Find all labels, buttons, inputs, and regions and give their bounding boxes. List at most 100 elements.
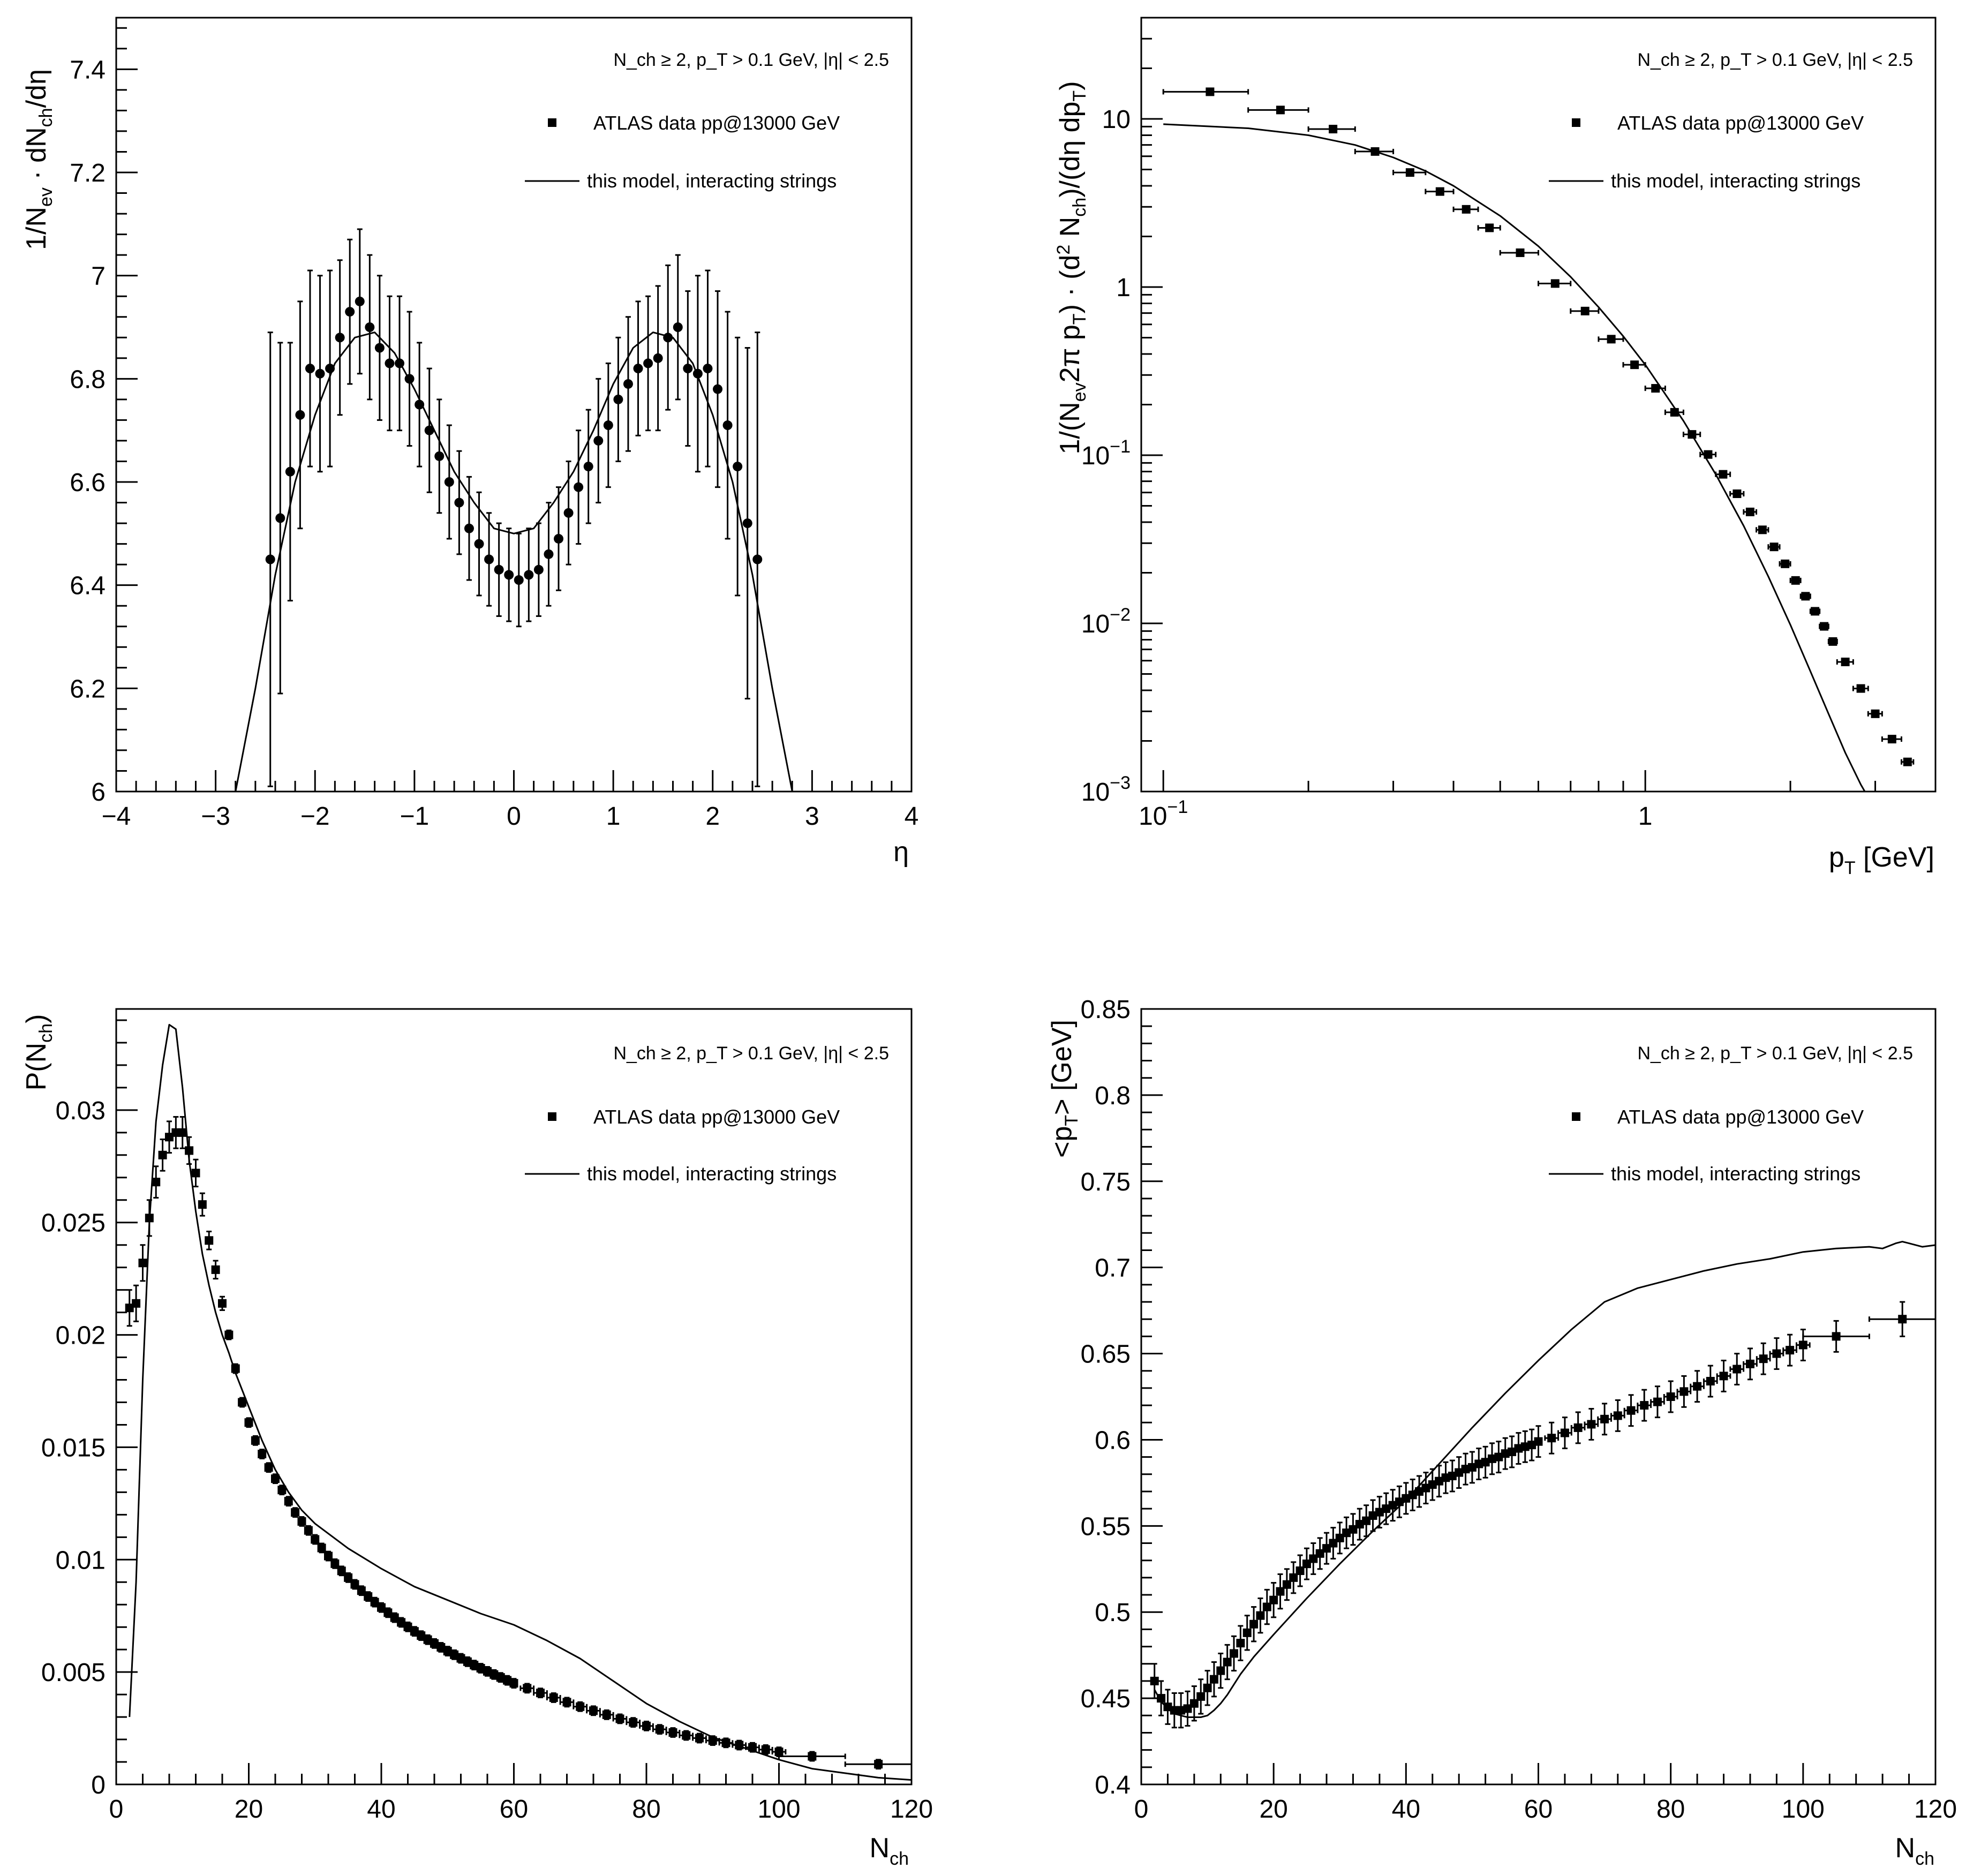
data-point [390,1613,399,1622]
x-tick-label: −3 [201,802,230,831]
data-point [285,466,295,477]
x-tick-label: 3 [805,802,819,831]
data-point [1441,1473,1450,1482]
data-point [633,364,643,374]
data-point [1887,735,1896,744]
data-point [456,1654,465,1663]
data-point [1315,1549,1324,1558]
data-point [1382,1504,1391,1513]
data-point [1547,1434,1556,1443]
data-point [410,1627,419,1636]
data-point [1527,1441,1536,1450]
data-point [1230,1649,1239,1658]
data-point [385,358,395,368]
data-point [682,1731,691,1740]
data-marks [1162,87,1915,792]
x-tick-label: 1 [606,802,621,831]
data-point [1733,1365,1742,1374]
data-point [483,1667,492,1676]
data-point [271,1474,280,1483]
y-tick-label: 6 [91,778,106,807]
data-point [1322,1544,1331,1553]
data-point [291,1508,300,1517]
data-point [615,1714,624,1723]
x-tick-label: 60 [500,1795,528,1824]
data-point [218,1299,227,1308]
data-point [191,1169,200,1178]
x-tick-labels: 0 20 40 60 80 100 120 [1134,1795,1957,1824]
y-tick-label: 6.8 [70,365,106,394]
data-point [251,1436,260,1445]
data-point [1349,1525,1358,1534]
data-point [1550,279,1560,288]
y-tick-label: 0.5 [1095,1599,1131,1627]
legend-marker-data [1572,118,1580,127]
data-point [623,379,633,389]
data-point [424,425,434,435]
data-point [583,462,593,472]
x-tick-label: 120 [890,1795,933,1824]
data-point [808,1752,817,1761]
data-point [1693,1382,1702,1391]
data-point [305,364,315,374]
data-point [265,554,275,564]
data-point [1487,1454,1496,1463]
data-point [211,1265,220,1274]
data-point [383,1608,393,1617]
data-point [1467,1463,1477,1472]
legend: ATLAS data pp@13000 GeV this model, inte… [525,112,840,192]
data-point [1295,1566,1305,1575]
data-point [344,1573,353,1582]
data-point [503,1676,512,1685]
data-point [653,353,663,363]
data-point [377,1603,386,1612]
data-point [470,1661,479,1670]
model-curve [1163,123,1866,792]
data-point [554,533,564,544]
y-tick-label: 0.03 [56,1097,106,1125]
data-point [533,564,544,575]
x-tick-label: 60 [1524,1795,1553,1824]
data-point [1481,1458,1490,1467]
data-point [1759,1354,1768,1363]
data-point [374,343,385,353]
data-point [284,1497,293,1506]
data-marks [1150,1240,1935,1729]
y-tick-label: 7 [91,262,106,291]
x-tick-labels: 10−1 1 [1139,797,1652,831]
data-point [1388,1501,1397,1510]
data-point [1903,757,1912,766]
data-point [1856,684,1865,693]
y-tick-label: 0.025 [41,1209,106,1238]
data-point [1342,1528,1351,1538]
data-point [703,364,713,374]
data-point [476,1664,485,1673]
data-point [1196,1692,1206,1701]
data-point [436,1643,446,1652]
y-tick-label: 0.02 [56,1322,106,1350]
y-tick-labels: 0.4 0.45 0.5 0.55 0.6 0.65 0.7 0.75 0.8 0.85 [1081,996,1131,1799]
legend-marker-data [548,118,556,127]
data-point [297,1517,306,1526]
legend-marker-data [1572,1112,1580,1121]
panel-meanpt: 0 20 40 60 80 100 120 0.4 0.45 0.5 0.55 0.6 0.65 0.7… [1046,996,1957,1869]
y-tick-label: 0.7 [1095,1254,1131,1283]
data-point [171,1128,180,1137]
y-tick-labels: 10−3 10−2 10−1 1 10 [1081,106,1131,807]
data-point [1828,637,1837,646]
data-point [1428,1480,1437,1489]
data-point [205,1236,214,1245]
data-point [330,1559,340,1568]
data-point [1256,1611,1265,1620]
data-point [1461,1465,1470,1474]
data-point [178,1128,187,1137]
x-tick-label: 0 [109,1795,124,1824]
data-point [1898,1315,1907,1324]
data-point [417,1631,426,1640]
data-point [874,1760,883,1769]
data-point [463,1657,472,1666]
data-point [509,1679,518,1688]
x-tick-label: 40 [367,1795,395,1824]
data-point [1335,1533,1344,1542]
